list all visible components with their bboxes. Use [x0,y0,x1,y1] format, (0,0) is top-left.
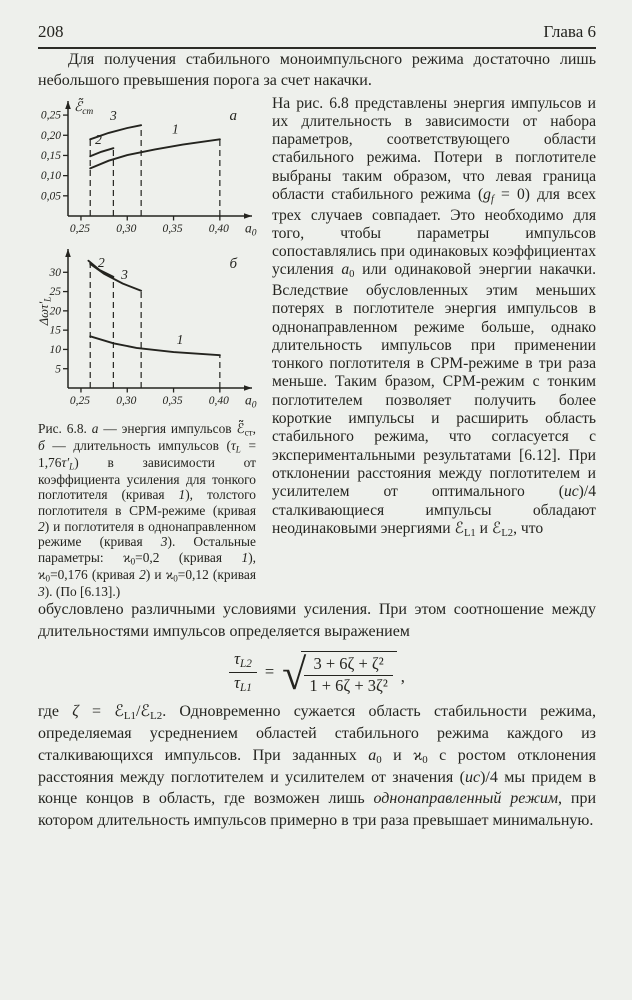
rhs-fraction: 3 + 6ζ + ζ² 1 + 6ζ + 3ζ² [304,654,393,696]
svg-text:а: а [230,108,238,124]
svg-text:0,10: 0,10 [41,170,61,182]
lhs-numerator: τL2 [229,649,257,673]
figure-caption: Рис. 6.8. а — энергия импульсов ℰ̃ст, б … [38,420,257,599]
svg-text:a0: a0 [245,392,257,410]
equation: τL2 τL1 = √ 3 + 6ζ + ζ² 1 + 6ζ + 3ζ² , [38,649,596,697]
svg-text:0,25: 0,25 [70,223,90,235]
continuation-paragraph: обусловлено различными условиями усилени… [38,601,596,640]
svg-text:б: б [229,256,237,272]
page-number: 208 [38,22,64,41]
svg-text:0,30: 0,30 [116,223,136,235]
equals-sign: = [264,662,275,682]
equation-lhs-fraction: τL2 τL1 [229,649,257,695]
svg-text:5: 5 [55,363,61,375]
column-paragraph: На рис. 6.8 представлены энергия импульс… [272,94,596,539]
two-column-region: 0,25 0,30 0,35 0,40 0,05 0,10 0,15 0,20 0,25 1 2 3 а… [38,95,596,600]
figure-column: 0,25 0,30 0,35 0,40 0,05 0,10 0,15 0,20 0,25 1 2 3 а… [38,95,260,600]
svg-text:20: 20 [50,305,62,317]
svg-text:0,35: 0,35 [162,395,182,407]
svg-text:0,25: 0,25 [70,395,90,407]
svg-text:25: 25 [50,286,62,298]
radicand: 3 + 6ζ + ζ² 1 + 6ζ + 3ζ² [301,650,397,696]
svg-text:30: 30 [49,266,62,278]
svg-text:3: 3 [120,267,128,282]
svg-text:0,30: 0,30 [116,395,136,407]
svg-text:2: 2 [95,132,102,147]
svg-text:1: 1 [172,121,179,136]
svg-text:0,20: 0,20 [41,129,61,141]
svg-text:Δωτ′L: Δωτ′L [38,296,53,325]
closing-paragraph: где ζ = ℰL1/ℰL2. Одновременно сужается о… [38,702,597,829]
svg-text:ℰ̃ст: ℰ̃ст [74,97,93,116]
chart-a: 0,25 0,30 0,35 0,40 0,05 0,10 0,15 0,20 0,25 1 23 а… [41,97,257,238]
chapter-label: Глава 6 [543,22,596,41]
svg-text:0,35: 0,35 [162,223,182,235]
sqrt-expression: √ 3 + 6ζ + ζ² 1 + 6ζ + 3ζ² [282,650,397,697]
svg-text:2: 2 [98,254,105,269]
page-header: 208 Глава 6 [38,22,596,49]
svg-text:0,05: 0,05 [41,190,61,202]
svg-text:15: 15 [50,324,62,336]
lhs-denominator: τL1 [234,672,252,695]
svg-text:3: 3 [109,107,117,122]
svg-text:0,40: 0,40 [209,223,229,235]
svg-text:0,15: 0,15 [41,150,61,162]
body-column: На рис. 6.8 представлены энергия импульс… [272,95,596,600]
rhs-denominator: 1 + 6ζ + 3ζ² [309,675,388,695]
intro-paragraph: Для получения стабильного моноимпульсног… [38,51,596,90]
chart-b: 0,25 0,30 0,35 0,40 5 10 15 20 25 30 23 1 б Δωτ′L a0 [38,248,257,410]
rhs-numerator: 3 + 6ζ + ζ² [304,654,393,676]
svg-text:1: 1 [177,332,184,347]
svg-text:0,40: 0,40 [209,395,229,407]
svg-text:10: 10 [50,344,62,356]
svg-text:a0: a0 [245,220,257,238]
svg-text:0,25: 0,25 [41,109,61,121]
equation-comma: , [400,666,405,686]
